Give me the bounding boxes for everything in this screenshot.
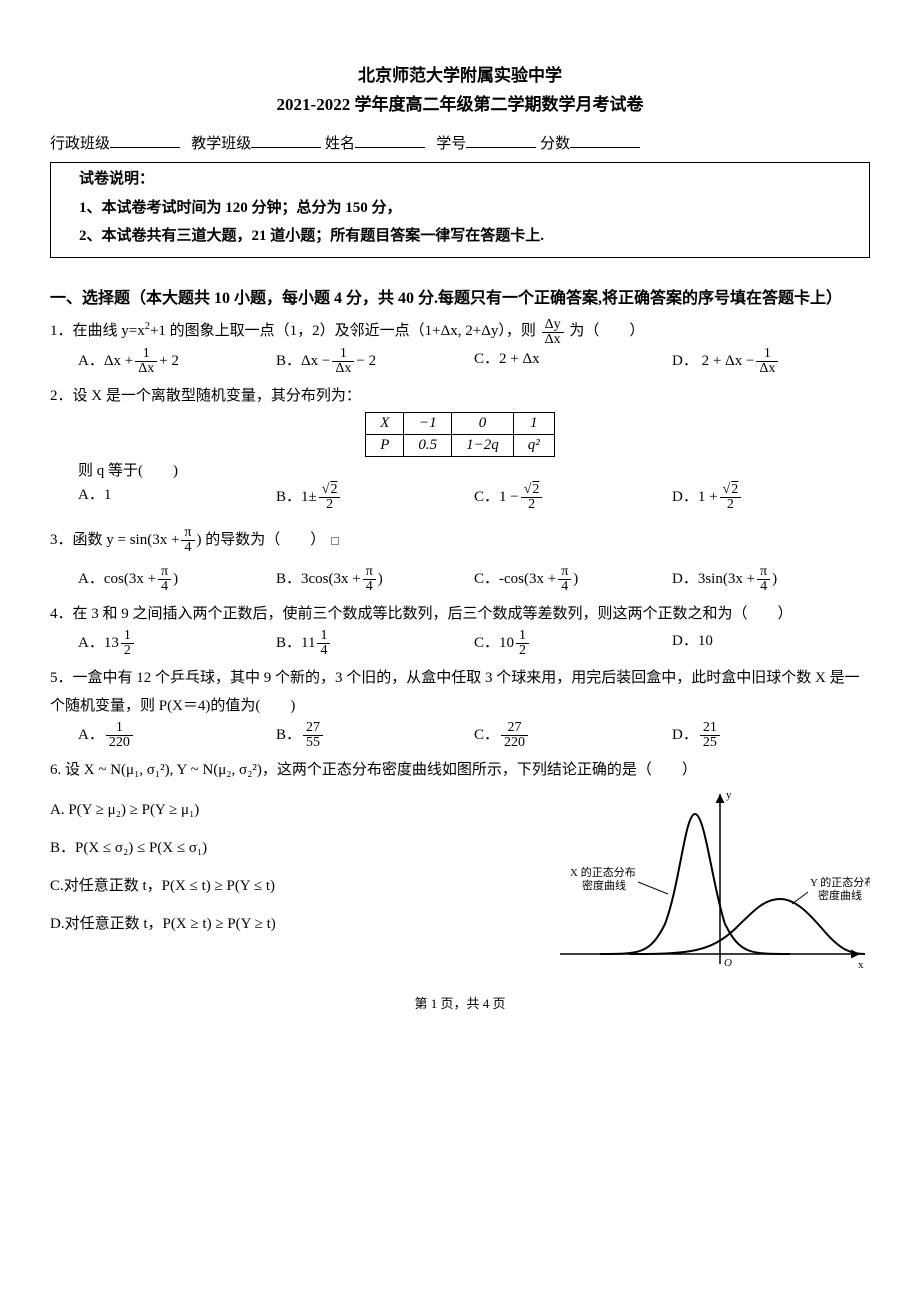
q6-row: A. P(Y ≥ μ₂) ≥ P(Y ≥ μ₁) B．P(X ≤ σ₂) ≤ P… bbox=[50, 784, 870, 984]
q5-options: A．1220 B．2755 C．27220 D．2125 bbox=[78, 721, 870, 750]
axis-x-label: x bbox=[858, 959, 864, 971]
label-teach-class: 教学班级 bbox=[191, 136, 251, 152]
q1-opt-b: B．Δx −1Δx− 2 bbox=[276, 347, 474, 376]
q3-opt-d: D．3sin(3x +π4) bbox=[672, 565, 870, 594]
q3-options: A．cos(3x +π4) B．3cos(3x +π4) C．-cos(3x +… bbox=[78, 565, 870, 594]
q4-options: A．1312 B．1114 C．1012 D．10 bbox=[78, 629, 870, 658]
blank-id[interactable] bbox=[466, 132, 536, 148]
q6-opt-c: C.对任意正数 t，P(X ≤ t) ≥ P(Y ≤ t) bbox=[50, 874, 530, 898]
q4-opt-a: A．1312 bbox=[78, 629, 276, 658]
blank-admin-class[interactable] bbox=[110, 132, 180, 148]
blank-teach-class[interactable] bbox=[251, 132, 321, 148]
notice-line1: 1、本试卷考试时间为 120 分钟；总分为 150 分， bbox=[79, 194, 859, 223]
curve-y-label2: 密度曲线 bbox=[818, 888, 862, 902]
q5-opt-b: B．2755 bbox=[276, 721, 474, 750]
q2-opt-a: A．1 bbox=[78, 483, 276, 512]
q6-opt-b: B．P(X ≤ σ₂) ≤ P(X ≤ σ₁) bbox=[50, 836, 530, 860]
q3-opt-b: B．3cos(3x +π4) bbox=[276, 565, 474, 594]
q6-opt-a: A. P(Y ≥ μ₂) ≥ P(Y ≥ μ₁) bbox=[50, 798, 530, 822]
question-6: 6. 设 X ~ N(μ₁, σ₁²), Y ~ N(μ₂, σ₂²)，这两个正… bbox=[50, 756, 870, 785]
q1-stem-b: +1 的图象上取一点（1，2）及邻近一点（1+Δx, 2+Δy），则 bbox=[150, 323, 536, 339]
paper-subtitle: 2021-2022 学年度高二年级第二学期数学月考试卷 bbox=[50, 91, 870, 118]
q2-opt-c: C．1 −√22 bbox=[474, 483, 672, 512]
school-title: 北京师范大学附属实验中学 bbox=[50, 62, 870, 89]
q1-stem-c: 为（ ） bbox=[569, 323, 644, 339]
dot-marker bbox=[331, 537, 339, 545]
curve-y-label: Y 的正态分布 bbox=[810, 875, 870, 889]
q4-opt-b: B．1114 bbox=[276, 629, 474, 658]
page-footer: 第 1 页，共 4 页 bbox=[50, 994, 870, 1015]
label-admin-class: 行政班级 bbox=[50, 136, 110, 152]
notice-line2: 2、本试卷共有三道大题，21 道小题；所有题目答案一律写在答题卡上. bbox=[79, 222, 859, 251]
q2-opt-b: B．1±√22 bbox=[276, 483, 474, 512]
notice-heading: 试卷说明： bbox=[79, 165, 859, 194]
label-score: 分数 bbox=[540, 136, 570, 152]
blank-name[interactable] bbox=[355, 132, 425, 148]
q1-frac: ΔyΔx bbox=[542, 318, 564, 347]
label-id: 学号 bbox=[436, 136, 466, 152]
q1-opt-c: C．2 + Δx bbox=[474, 347, 672, 376]
curve-x-label2: 密度曲线 bbox=[582, 878, 626, 892]
q5-opt-a: A．1220 bbox=[78, 721, 276, 750]
label-name: 姓名 bbox=[325, 136, 355, 152]
section-1-title: 一、选择题（本大题共 10 小题，每小题 4 分，共 40 分.每题只有一个正确… bbox=[50, 286, 870, 312]
question-5: 5．一盒中有 12 个乒乓球，其中 9 个新的，3 个旧的，从盒中任取 3 个球… bbox=[50, 664, 870, 721]
origin-label: O bbox=[724, 957, 732, 969]
q2-then: 则 q 等于( ) bbox=[78, 459, 870, 483]
q5-opt-c: C．27220 bbox=[474, 721, 672, 750]
question-4: 4．在 3 和 9 之间插入两个正数后，使前三个数成等比数列，后三个数成等差数列… bbox=[50, 600, 870, 629]
q2-options: A．1 B．1±√22 C．1 −√22 D．1 +√22 bbox=[78, 483, 870, 512]
q6-opt-d: D.对任意正数 t，P(X ≥ t) ≥ P(Y ≥ t) bbox=[50, 912, 530, 936]
q1-stem-a: 1．在曲线 y=x bbox=[50, 323, 145, 339]
curve-x-label: X 的正态分布 bbox=[570, 865, 636, 879]
q1-opt-d: D． 2 + Δx −1Δx bbox=[672, 347, 870, 376]
notice-box: 试卷说明： 1、本试卷考试时间为 120 分钟；总分为 150 分， 2、本试卷… bbox=[50, 162, 870, 258]
q1-opt-a: A．Δx +1Δx+ 2 bbox=[78, 347, 276, 376]
question-2: 2．设 X 是一个离散型随机变量，其分布列为： bbox=[50, 382, 870, 411]
normal-curves-figure: y x O X 的正态分布 密度曲线 Y 的正态分布 密度曲线 bbox=[540, 784, 870, 984]
q2-distribution-table: X−101 P0.51−2qq² bbox=[365, 412, 555, 457]
q5-opt-d: D．2125 bbox=[672, 721, 870, 750]
q4-opt-d: D．10 bbox=[672, 629, 870, 658]
q2-opt-d: D．1 +√22 bbox=[672, 483, 870, 512]
page-root: 北京师范大学附属实验中学 2021-2022 学年度高二年级第二学期数学月考试卷… bbox=[0, 0, 920, 1055]
q6-options: A. P(Y ≥ μ₂) ≥ P(Y ≥ μ₁) B．P(X ≤ σ₂) ≤ P… bbox=[50, 784, 530, 984]
q3-opt-a: A．cos(3x +π4) bbox=[78, 565, 276, 594]
question-3: 3．函数 y = sin(3x +π4) 的导数为（ ） bbox=[50, 526, 870, 555]
student-info-row: 行政班级 教学班级 姓名 学号 分数 bbox=[50, 132, 870, 156]
q3-opt-c: C．-cos(3x +π4) bbox=[474, 565, 672, 594]
axis-y-label: y bbox=[726, 789, 732, 801]
q4-opt-c: C．1012 bbox=[474, 629, 672, 658]
q1-options: A．Δx +1Δx+ 2 B．Δx −1Δx− 2 C．2 + Δx D． 2 … bbox=[78, 347, 870, 376]
question-1: 1．在曲线 y=x2+1 的图象上取一点（1，2）及邻近一点（1+Δx, 2+Δ… bbox=[50, 317, 870, 346]
blank-score[interactable] bbox=[570, 132, 640, 148]
